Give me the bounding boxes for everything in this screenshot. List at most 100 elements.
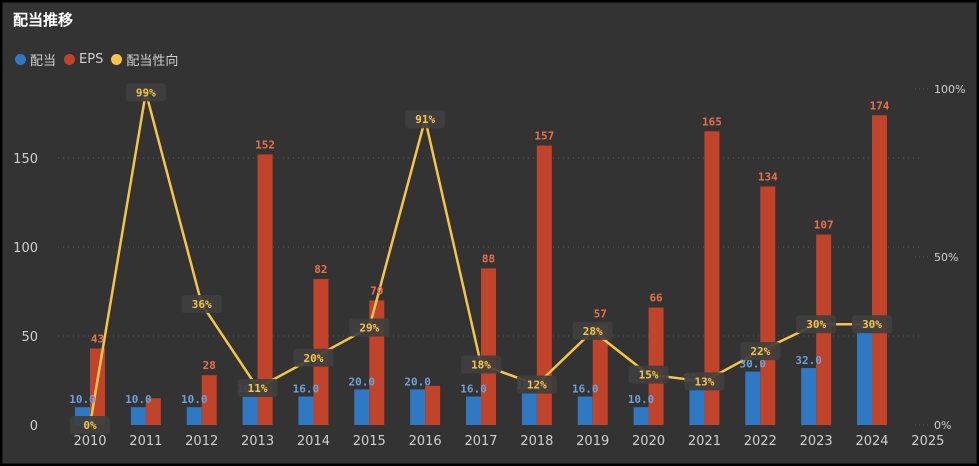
bar-dividend [857,332,872,425]
data-label-eps: 70 [370,284,383,297]
data-label-box [293,348,334,367]
x-tick-label: 2025 [911,434,944,449]
data-label-eps: 165 [702,115,722,128]
legend-label-dividend: 配当 [30,54,57,69]
bar-dividend [745,371,761,425]
data-label-eps: 107 [814,219,834,232]
y-left-tick-label: 50 [21,330,38,345]
bar-eps [425,385,441,425]
data-label-eps: 157 [534,130,554,143]
data-label-box [628,365,669,384]
y-left-tick-label: 100 [13,241,38,256]
x-tick-label: 2020 [632,434,665,449]
bar-dividend [577,396,593,425]
data-label-box [740,342,781,361]
bar-dividend [298,396,314,425]
data-label-box [237,379,278,398]
data-label-payout: 22% [750,345,770,358]
legend-label-eps: EPS [79,52,104,67]
bar-eps [872,115,887,425]
data-label-eps: 134 [758,170,778,183]
bar-dividend [801,368,817,425]
data-label-eps: 43 [91,332,104,345]
chart-title: 配当推移 [13,11,74,29]
data-label-dividend: 16.0 [293,383,320,396]
x-tick-label: 2010 [73,434,106,449]
bar-dividend [410,389,426,425]
x-tick-label: 2021 [688,434,721,449]
legend-dot-payout [111,54,123,65]
data-label-box [572,321,613,340]
data-label-box [461,355,501,374]
x-tick-label: 2012 [185,434,218,449]
x-tick-label: 2018 [520,434,553,449]
data-label-payout: 20% [303,352,323,365]
bar-eps [536,145,552,426]
data-label-eps: 88 [482,252,495,265]
data-label-box [125,83,166,102]
y-right-tick-label: 0% [934,419,951,432]
data-label-dividend: 16.0 [460,383,487,396]
data-label-payout: 99% [136,86,156,99]
data-label-payout: 29% [359,322,379,335]
data-label-eps: 152 [255,138,275,151]
bar-eps [592,323,608,425]
x-tick-label: 2015 [353,434,386,449]
bar-dividend [130,407,146,425]
data-label-box [181,295,222,314]
legend-item-eps[interactable]: EPS [64,52,103,67]
data-label-box [684,372,725,391]
bar-eps [704,131,720,426]
bar-dividend [466,396,481,425]
data-label-dividend: 10.0 [125,393,152,406]
y-right-tick-label: 50% [934,251,958,264]
data-label-eps: 66 [649,292,663,305]
data-label-payout: 91% [415,113,435,126]
bar-dividend [242,396,258,425]
legend-item-payout[interactable]: 配当性向 [111,50,178,69]
legend-label-payout: 配当性向 [126,54,179,69]
data-label-payout: 30% [806,318,826,331]
x-tick-label: 2014 [297,434,330,449]
legend-dot-dividend [15,54,26,65]
data-label-box [70,416,110,434]
data-label-dividend: 20.0 [404,375,431,388]
data-label-payout: 36% [192,298,212,311]
data-label-box [796,315,837,334]
x-tick-label: 2019 [576,434,609,449]
bar-dividend [186,407,202,425]
bar-dividend [521,392,537,425]
bar-eps [257,154,273,425]
data-label-eps: 28 [203,359,216,372]
data-label-dividend: 30.0 [740,358,767,371]
data-label-payout: 18% [471,359,491,372]
x-tick-label: 2011 [129,434,162,449]
data-label-payout: 11% [248,382,268,395]
data-label-dividend: 20.0 [349,375,376,388]
x-tick-label: 2024 [855,434,888,449]
data-label-dividend: 16.0 [572,383,599,396]
legend: 配当 EPS 配当性向 [15,50,182,69]
legend-dot-eps [64,54,76,65]
data-label-dividend: 10.0 [628,393,655,406]
bar-eps [760,186,776,425]
data-label-box [516,375,557,394]
bar-dividend [354,389,370,425]
bar-eps [145,398,161,425]
data-label-payout: 28% [583,325,603,338]
bar-dividend [633,407,649,425]
data-label-eps: 174 [870,99,890,112]
bar-eps [201,375,217,425]
data-label-box [349,318,390,337]
data-label-eps: 57 [594,308,607,321]
data-label-box [852,315,892,334]
y-left-tick-label: 0 [30,419,38,434]
data-label-eps: 82 [314,263,327,276]
data-label-dividend: 10.0 [69,393,96,406]
y-left-tick-label: 150 [13,152,38,167]
bar-dividend [689,385,705,425]
legend-item-dividend[interactable]: 配当 [15,50,56,69]
data-label-payout: 30% [862,318,882,331]
data-label-box [405,110,446,129]
y-right-tick-label: 100% [934,83,965,96]
